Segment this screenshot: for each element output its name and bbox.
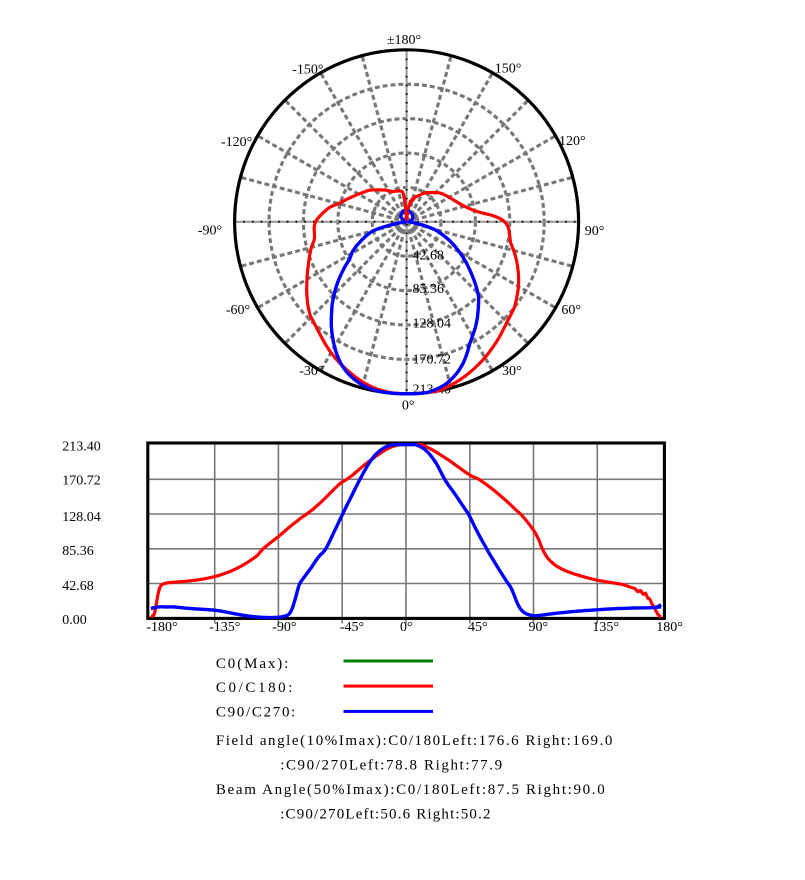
svg-text:42.68: 42.68 bbox=[62, 579, 94, 594]
svg-text:170.72: 170.72 bbox=[413, 353, 452, 368]
svg-text:Field angle(10%Imax):C0/180Lef: Field angle(10%Imax):C0/180Left:176.6 Ri… bbox=[216, 733, 614, 749]
svg-text:90°: 90° bbox=[585, 224, 605, 239]
svg-text::C90/270Left:78.8 Right:77.9: :C90/270Left:78.8 Right:77.9 bbox=[280, 757, 504, 773]
svg-text:120°: 120° bbox=[559, 134, 586, 149]
svg-text:0°: 0° bbox=[402, 399, 415, 414]
svg-text:42.68: 42.68 bbox=[413, 249, 445, 264]
svg-text:Beam Angle(50%Imax):C0/180Left: Beam Angle(50%Imax):C0/180Left:87.5 Righ… bbox=[216, 782, 606, 798]
svg-text:60°: 60° bbox=[561, 303, 581, 318]
svg-text::C90/270Left:50.6 Right:50.2: :C90/270Left:50.6 Right:50.2 bbox=[280, 807, 492, 823]
svg-text:-60°: -60° bbox=[226, 303, 250, 318]
svg-text:45°: 45° bbox=[468, 620, 488, 635]
svg-text:85.36: 85.36 bbox=[413, 282, 445, 297]
svg-text:85.36: 85.36 bbox=[62, 544, 94, 559]
svg-text:-180°: -180° bbox=[146, 620, 177, 635]
svg-text:-30°: -30° bbox=[299, 364, 323, 379]
svg-text:213.40: 213.40 bbox=[62, 440, 101, 455]
svg-text:-90°: -90° bbox=[198, 223, 222, 238]
svg-text:128.04: 128.04 bbox=[413, 317, 452, 332]
svg-text:C0(Max):: C0(Max): bbox=[216, 656, 290, 672]
svg-text:0.00: 0.00 bbox=[62, 613, 87, 628]
svg-text:-90°: -90° bbox=[272, 620, 296, 635]
svg-text:-150°: -150° bbox=[292, 63, 323, 78]
svg-text:150°: 150° bbox=[495, 62, 522, 77]
svg-text:0°: 0° bbox=[400, 620, 413, 635]
svg-text:-120°: -120° bbox=[221, 135, 252, 150]
svg-text:90°: 90° bbox=[528, 620, 548, 635]
svg-text:170.72: 170.72 bbox=[62, 473, 101, 488]
svg-text:±180°: ±180° bbox=[387, 33, 421, 48]
svg-text:C90/C270:: C90/C270: bbox=[216, 705, 297, 721]
svg-text:30°: 30° bbox=[502, 364, 522, 379]
svg-text:-45°: -45° bbox=[340, 620, 364, 635]
svg-text:180°: 180° bbox=[656, 620, 683, 635]
svg-text:-135°: -135° bbox=[209, 620, 240, 635]
svg-text:128.04: 128.04 bbox=[62, 510, 101, 525]
svg-text:135°: 135° bbox=[592, 620, 619, 635]
svg-text:C0/C180:: C0/C180: bbox=[216, 680, 295, 696]
